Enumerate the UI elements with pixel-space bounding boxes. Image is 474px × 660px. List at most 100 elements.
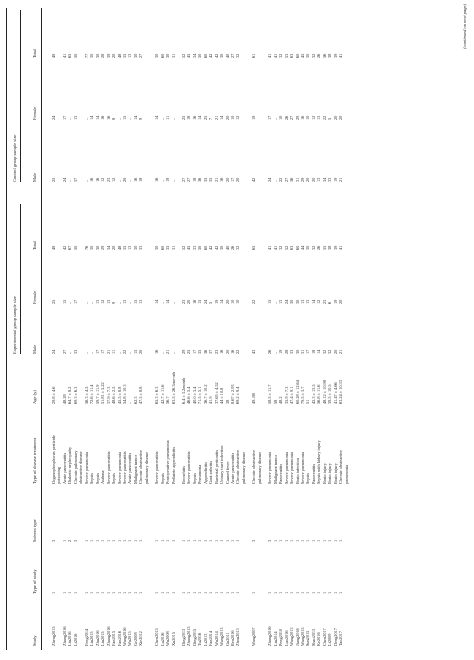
table-row: Zhou2013 1 1 Chronic obstructive pulmonary … [235,0,246,660]
table-header-rule [41,8,42,650]
table-row: Zheng2015 1 3 Organophosphorus pesticide po… [51,0,62,660]
cell-disease: Pediatric appendicitis [170,446,176,484]
cell-ctrl-female: – [170,117,176,120]
cell-exp-female: 13 [138,299,144,304]
cell-disease: Chronic obstructive pneumonia [338,449,349,484]
cell-type-of-study: 1 [338,591,344,594]
cell-ctrl-male: 21 [338,177,344,182]
cell-solvent-type: 3 [51,539,56,542]
cell-ctrl-female: 12 [235,115,241,120]
cell-solvent-type: 1 [138,539,144,542]
cell-ctrl-male: – [170,179,176,182]
cell-exp-male: 21 [338,349,344,354]
cell-exp-total: 32 [235,245,241,250]
table-row: Li2016 1 3 Chronic pulmonary obstructive di… [73,0,84,660]
cell-age: 69.3 ± 6.3 [72,386,78,404]
cell-exp-female: – [170,301,176,304]
cell-disease: Chronic obstructive pulmonary disease [235,449,246,484]
header-study: Study [32,635,37,646]
cell-exp-total: 65 [251,245,257,250]
header-ctrl-female: Female [32,106,37,120]
cell-ctrl-male: 42 [251,177,257,182]
experimental-group-rule [20,204,21,354]
cell-study: Xu2015 [170,632,176,646]
cell-disease: Chronic pulmonary obstructive disease [72,450,84,484]
cell-exp-female: 17 [72,299,78,304]
cell-age: 69.2 ± 9.4 [235,386,241,404]
table-top-rule [6,8,7,650]
cell-age: 49–88 [251,393,257,404]
cell-exp-total: 31 [170,245,176,250]
header-age: Age (y) [32,390,37,404]
cell-ctrl-total: 32 [235,53,241,58]
cell-type-of-study: 1 [72,591,78,594]
control-group-rule [20,10,21,182]
cell-exp-total: 50 [72,245,78,250]
cell-exp-female: 20 [338,299,344,304]
header-exp-total: Total [32,240,37,250]
table-row: Tao2017 1 1 Chronic obstructive pneumonia 63… [338,0,349,660]
cell-exp-male: – [170,351,176,354]
cell-exp-total: 49 [51,245,56,250]
cell-exp-total: 33 [138,245,144,250]
cell-exp-male: 20 [138,349,144,354]
cell-age: 47.5 ± 8.8 [138,386,144,404]
cell-type-of-study: 1 [235,591,241,594]
cell-type-of-study: 1 [138,591,144,594]
cell-disease: Chronic obstructive pulmonary disease [251,449,262,484]
header-solvent-type: Solvent type [32,519,37,542]
cell-ctrl-male: 25 [51,177,56,182]
cell-ctrl-male: 37 [72,177,78,182]
table-row: Wang2007 1 3 Chronic obstructive pulmonary … [251,0,262,660]
cell-study: Li2016 [72,633,78,646]
cell-ctrl-female: 13 [72,115,78,120]
cell-age: 29.8 ± 4.6 [51,386,56,404]
cell-ctrl-total: 41 [338,53,344,58]
table-body: Zheng2015 1 3 Organophosphorus pesticide po… [51,0,349,660]
table-row: Xu2015 1 1 Pediatric appendicitis 63.5 ± 26.… [171,0,176,660]
cell-type-of-study: 1 [51,591,56,594]
cell-exp-female: 25 [51,299,56,304]
header-experimental-group: Experimental group sample size [12,296,17,354]
cell-ctrl-male: 18 [138,177,144,182]
cell-solvent-type: 1 [235,539,241,542]
cell-ctrl-total: 61 [251,53,257,58]
header-ctrl-male: Male [32,172,37,182]
cell-exp-female: 10 [235,299,241,304]
cell-ctrl-female: 9 [138,117,144,120]
cell-solvent-type: 1 [338,539,344,542]
cell-exp-female: 22 [251,299,257,304]
continued-note: (continued on next page) [462,4,467,49]
cell-solvent-type: 1 [170,539,176,542]
cell-study: Tao2017 [338,631,344,646]
cell-ctrl-total: 49 [51,53,56,58]
header-disease: Type of disease treatment [32,437,37,484]
cell-age: 63.24 ± 10.33 [338,380,344,404]
cell-exp-male: 33 [72,349,78,354]
cell-ctrl-total: 50 [72,53,78,58]
cell-study: Xie2012 [138,631,144,646]
cell-exp-male: 22 [235,349,241,354]
header-exp-female: Female [32,290,37,304]
cell-ctrl-total: 31 [170,53,176,58]
cell-exp-male: 43 [251,349,257,354]
header-control-group: Control group sample size [12,134,17,182]
cell-type-of-study: 1 [251,591,257,594]
cell-age: 63.5 ± 26.3mo-nth [170,372,176,404]
cell-exp-male: 24 [51,349,56,354]
header-exp-male: Male [32,344,37,354]
cell-exp-total: 41 [338,245,344,250]
cell-ctrl-female: 19 [251,115,257,120]
cell-disease: Organophosphorus pesticide poisoning [51,435,62,484]
cell-disease: Chronic obstructive pulmonary disease [138,449,149,484]
cell-type-of-study: 1 [170,591,176,594]
cell-study: Zheng2015 [51,626,56,646]
cell-solvent-type: 3 [251,539,257,542]
header-ctrl-total: Total [32,48,37,58]
cell-study: Zhou2013 [235,628,241,646]
cell-study: Wang2007 [251,627,257,646]
cell-ctrl-female: 24 [51,115,56,120]
header-type-of-study: Type of study [32,569,37,594]
cell-ctrl-male: 20 [235,177,241,182]
